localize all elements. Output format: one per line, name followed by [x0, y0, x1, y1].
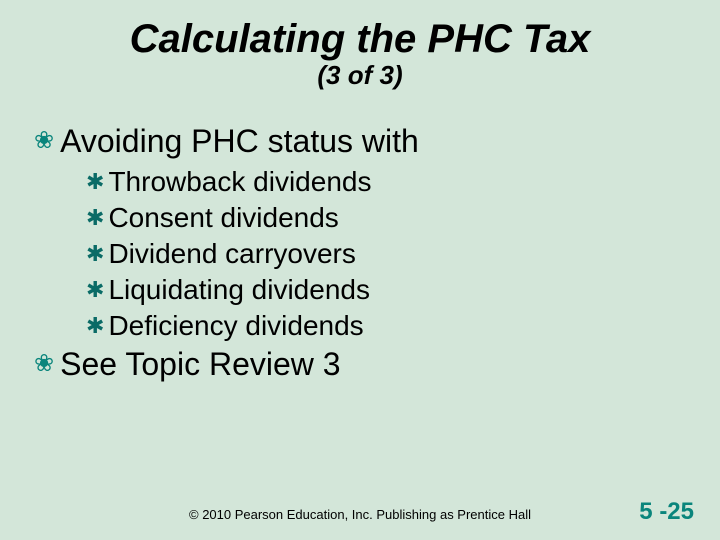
slide-title: Calculating the PHC Tax: [30, 18, 690, 60]
list-item: ✱ Dividend carryovers: [86, 238, 690, 270]
slide-footer-copyright: © 2010 Pearson Education, Inc. Publishin…: [0, 507, 720, 522]
slide: Calculating the PHC Tax (3 of 3) ❀ Avoid…: [0, 0, 720, 540]
list-item-text: Avoiding PHC status with: [60, 123, 690, 160]
list-item: ❀ See Topic Review 3: [34, 346, 690, 383]
flower-bullet-icon: ❀: [34, 123, 54, 159]
list-item: ❀ Avoiding PHC status with: [34, 123, 690, 160]
list-item-text: Consent dividends: [108, 202, 690, 234]
list-item: ✱ Liquidating dividends: [86, 274, 690, 306]
list-item-text: Dividend carryovers: [108, 238, 690, 270]
list-item-text: See Topic Review 3: [60, 346, 690, 383]
slide-page-number: 5 -25: [639, 498, 694, 526]
slide-content: ❀ Avoiding PHC status with ✱ Throwback d…: [30, 123, 690, 383]
asterisk-bullet-icon: ✱: [86, 202, 104, 234]
sublist: ✱ Throwback dividends ✱ Consent dividend…: [30, 166, 690, 342]
slide-subtitle: (3 of 3): [30, 62, 690, 89]
list-item-text: Liquidating dividends: [108, 274, 690, 306]
asterisk-bullet-icon: ✱: [86, 310, 104, 342]
asterisk-bullet-icon: ✱: [86, 166, 104, 198]
list-item: ✱ Throwback dividends: [86, 166, 690, 198]
list-item: ✱ Consent dividends: [86, 202, 690, 234]
list-item-text: Throwback dividends: [108, 166, 690, 198]
flower-bullet-icon: ❀: [34, 346, 54, 382]
asterisk-bullet-icon: ✱: [86, 238, 104, 270]
slide-title-block: Calculating the PHC Tax (3 of 3): [30, 18, 690, 89]
asterisk-bullet-icon: ✱: [86, 274, 104, 306]
list-item-text: Deficiency dividends: [108, 310, 690, 342]
list-item: ✱ Deficiency dividends: [86, 310, 690, 342]
